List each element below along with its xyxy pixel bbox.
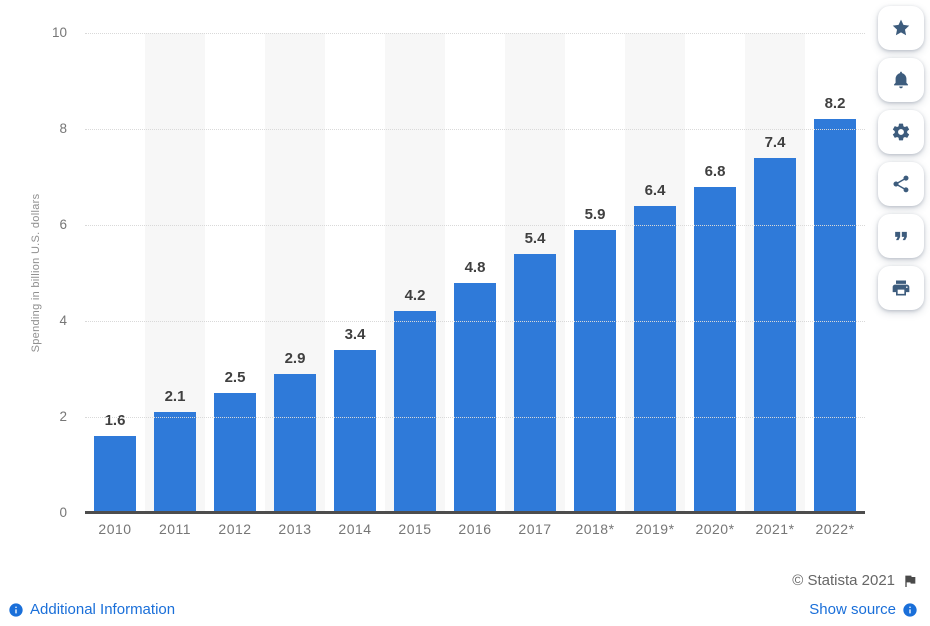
show-source-link[interactable]: Show source: [809, 601, 918, 618]
bar-2010[interactable]: [94, 436, 136, 513]
additional-information-link[interactable]: Additional Information: [8, 601, 175, 618]
gear-button[interactable]: [878, 110, 924, 154]
gridline-8: [85, 129, 865, 130]
copyright-text: © Statista 2021: [792, 572, 895, 589]
x-axis-label-2012: 2012: [218, 521, 252, 537]
gear-icon: [892, 123, 910, 141]
value-label-2012: 2.5: [224, 369, 246, 386]
bar-2018*[interactable]: [574, 229, 616, 513]
y-tick-label-8: 8: [59, 121, 67, 136]
bar-2017[interactable]: [514, 253, 556, 513]
bar-2016[interactable]: [454, 282, 496, 513]
category-column-2021*: 7.4: [745, 33, 805, 513]
info-icon: [9, 602, 23, 617]
bar-2020*[interactable]: [694, 186, 736, 513]
print-icon: [892, 280, 910, 296]
x-axis-label-2017: 2017: [518, 521, 552, 537]
x-axis-label-2015: 2015: [398, 521, 432, 537]
y-tick-label-4: 4: [59, 313, 67, 328]
bar-2019*[interactable]: [634, 205, 676, 513]
x-axis-label-2011: 2011: [158, 521, 192, 537]
category-column-2017: 5.4: [505, 33, 565, 513]
category-column-2018*: 5.9: [565, 33, 625, 513]
x-axis-label-2013: 2013: [278, 521, 312, 537]
copyright: © Statista 2021: [792, 572, 918, 589]
category-column-2022*: 8.2: [805, 33, 865, 513]
info-icon: [903, 602, 917, 617]
category-column-2019*: 6.4: [625, 33, 685, 513]
x-axis-label-2020*: 2020*: [695, 521, 735, 537]
gridline-2: [85, 417, 865, 418]
print-button[interactable]: [878, 266, 924, 310]
quote-icon: [895, 231, 907, 241]
value-label-2021*: 7.4: [764, 133, 786, 151]
category-column-2012: 2.5: [205, 33, 265, 513]
x-axis-label-2022*: 2022*: [815, 521, 855, 537]
bar-2011[interactable]: [154, 412, 196, 513]
x-axis-label-2016: 2016: [458, 521, 492, 537]
x-axis-label-2021*: 2021*: [755, 521, 795, 537]
x-axis-label-2014: 2014: [338, 521, 372, 537]
bar-2022*[interactable]: [814, 119, 856, 513]
plot-area: 1.6 2.1 2.5 2.9 3.4 4.2 4.8 5.4 5.9 6.4 6.8 7.4 8.2: [85, 33, 865, 513]
action-toolbar: [878, 6, 925, 318]
x-axis-label-2019*: 2019*: [635, 521, 675, 537]
value-label-2018*: 5.9: [584, 205, 606, 223]
star-icon: [892, 19, 910, 36]
value-label-2013: 2.9: [284, 349, 306, 367]
y-tick-label-10: 10: [51, 25, 67, 40]
show-source-label: Show source: [809, 601, 896, 618]
x-axis-label-2018*: 2018*: [575, 521, 615, 537]
value-label-2016: 4.8: [464, 258, 486, 276]
value-label-2020*: 6.8: [704, 162, 726, 180]
category-column-2020*: 6.8: [685, 33, 745, 513]
bell-icon: [894, 71, 908, 89]
share-button[interactable]: [878, 162, 924, 206]
bar-2014[interactable]: [334, 349, 376, 513]
category-column-2013: 2.9: [265, 33, 325, 513]
x-axis-label-2010: 2010: [98, 521, 132, 537]
y-tick-label-2: 2: [59, 409, 67, 424]
gridline-10: [85, 33, 865, 34]
flag-icon: [905, 575, 916, 587]
gridline-6: [85, 225, 865, 226]
x-axis-line: [85, 511, 865, 514]
bar-2021*[interactable]: [754, 157, 796, 513]
value-label-2017: 5.4: [524, 229, 546, 247]
gridline-4: [85, 321, 865, 322]
x-axis: 2010 2011 2012 2013 2014 2015 2016 2017 2018* 201…: [85, 521, 865, 541]
category-column-2011: 2.1: [145, 33, 205, 513]
category-column-2015: 4.2: [385, 33, 445, 513]
bar-2012[interactable]: [214, 393, 256, 513]
value-label-2011: 2.1: [164, 388, 186, 406]
category-column-2010: 1.6: [85, 33, 145, 513]
value-label-2014: 3.4: [344, 325, 366, 343]
y-axis: 0 2 4 6 8 10: [0, 25, 75, 520]
bell-button[interactable]: [878, 58, 924, 102]
quote-button[interactable]: [878, 214, 924, 258]
bar-2015[interactable]: [394, 311, 436, 513]
value-label-2019*: 6.4: [644, 181, 666, 199]
y-tick-label-0: 0: [59, 505, 67, 520]
bar-2013[interactable]: [274, 373, 316, 513]
share-icon: [893, 175, 909, 193]
additional-information-label: Additional Information: [30, 601, 176, 618]
y-tick-label-6: 6: [59, 217, 67, 232]
star-button[interactable]: [878, 6, 924, 50]
value-label-2010: 1.6: [104, 412, 126, 430]
value-label-2022*: 8.2: [824, 95, 846, 113]
value-label-2015: 4.2: [404, 287, 426, 305]
category-column-2014: 3.4: [325, 33, 385, 513]
category-column-2016: 4.8: [445, 33, 505, 513]
